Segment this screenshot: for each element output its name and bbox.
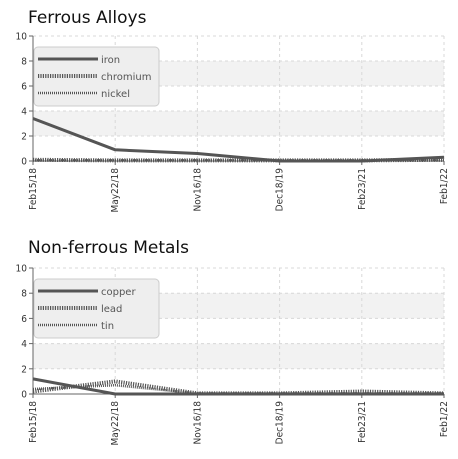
series-line-copper (32, 377, 444, 396)
y-tick-label: 10 (16, 32, 28, 43)
legend-label-nickel: nickel (101, 89, 130, 100)
x-tick-label: May22/18 (110, 401, 121, 446)
grid-band (33, 111, 444, 136)
chart-2: Non-ferrous Metals 0 2 4 6 8 10 Feb15/18 May22/1… (16, 238, 450, 446)
x-tick-label: Nov16/18 (192, 401, 203, 445)
y-tick-label: 10 (16, 264, 28, 275)
y-tick-label: 8 (21, 289, 27, 300)
x-tick-label: May22/18 (110, 168, 121, 213)
grid-band (33, 343, 444, 369)
x-tick-label: Nov16/18 (192, 168, 203, 212)
y-tick-label: 6 (21, 314, 27, 325)
x-tick-label: Feb23/21 (357, 168, 368, 210)
y-tick-label: 0 (21, 390, 27, 401)
x-tick-label: Dec18/19 (275, 401, 286, 445)
x-tick-label: Feb23/21 (357, 401, 368, 443)
legend-label-tin: tin (101, 321, 114, 332)
y-tick-label: 6 (21, 82, 27, 93)
y-tick-label: 8 (21, 57, 27, 68)
legend-label-iron: iron (101, 55, 120, 66)
series-line-iron (32, 117, 445, 163)
chart-title: Ferrous Alloys (28, 8, 147, 28)
y-tick-label: 2 (21, 364, 27, 375)
x-tick-label: Feb1/22 (439, 168, 450, 204)
chart-1: Ferrous Alloys 0 2 4 6 8 10 Feb15/18 May22/18 Nov… (16, 8, 450, 213)
x-tick-label: Feb1/22 (439, 401, 450, 437)
legend-label-lead: lead (101, 304, 122, 315)
legend-label-chromium: chromium (101, 72, 151, 83)
y-tick-label: 2 (21, 132, 27, 143)
x-tick-label: Feb15/18 (28, 168, 39, 210)
x-tick-label: Dec18/19 (275, 168, 286, 212)
y-tick-label: 4 (21, 339, 27, 350)
y-tick-label: 4 (21, 107, 27, 118)
y-tick-label: 0 (21, 157, 27, 168)
chart-title: Non-ferrous Metals (28, 238, 189, 258)
legend-label-copper: copper (101, 287, 136, 298)
x-tick-label: Feb15/18 (28, 401, 39, 443)
